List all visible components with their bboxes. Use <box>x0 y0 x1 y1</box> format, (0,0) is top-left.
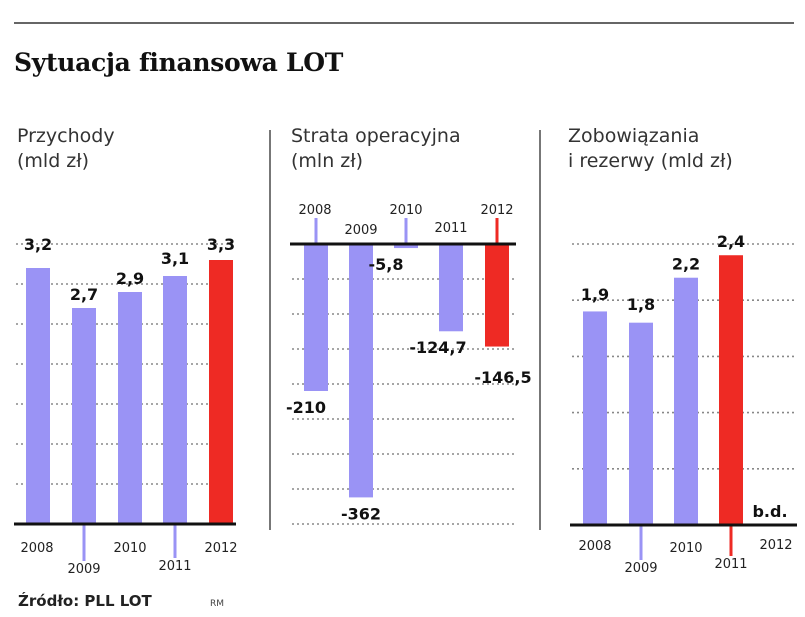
year-label-2010: 2010 <box>669 541 702 556</box>
source-note: Źródło: PLL LOT <box>18 592 152 610</box>
author-credit: RM <box>210 599 225 609</box>
bar-2009 <box>349 244 373 498</box>
year-label-2009: 2009 <box>344 223 377 238</box>
year-label-2010: 2010 <box>389 203 422 218</box>
value-label-2010: 2,9 <box>116 269 144 288</box>
panel-separator <box>539 130 541 530</box>
panel-title-liabilities: Zobowiązania i rezerwy (mld zł) <box>568 124 733 174</box>
panel-title-line: Strata operacyjna <box>291 125 461 147</box>
panel-title-operating-loss: Strata operacyjna (mln zł) <box>291 124 461 174</box>
panel-title-line: (mld zł) <box>17 150 90 172</box>
year-label-2011: 2011 <box>158 559 191 574</box>
bar-2010 <box>118 292 142 524</box>
year-label-2008: 2008 <box>20 541 53 556</box>
value-label-2012: b.d. <box>752 502 787 521</box>
year-label-2009: 2009 <box>624 561 657 576</box>
year-label-2012: 2012 <box>204 541 237 556</box>
value-label-2008: 3,2 <box>24 235 52 254</box>
value-label-2010: -5,8 <box>369 255 404 274</box>
bar-2011 <box>719 255 743 526</box>
value-label-2012: 3,3 <box>207 235 235 254</box>
bar-2008 <box>583 311 607 525</box>
year-label-2012: 2012 <box>480 203 513 218</box>
year-label-2010: 2010 <box>113 541 146 556</box>
bar-2011 <box>163 276 187 524</box>
bar-2009 <box>629 322 653 525</box>
value-label-2011: 2,4 <box>717 232 745 251</box>
panel-title-line: (mln zł) <box>291 150 364 172</box>
panel-separator <box>269 130 271 530</box>
value-label-2009: 2,7 <box>70 285 98 304</box>
year-label-2011: 2011 <box>434 221 467 236</box>
value-label-2010: 2,2 <box>672 255 700 274</box>
value-label-2008: 1,9 <box>581 285 609 304</box>
value-label-2009: 1,8 <box>627 295 655 314</box>
bar-2010 <box>674 277 698 525</box>
year-label-2011: 2011 <box>714 557 747 572</box>
value-label-2012: -146,5 <box>474 368 531 387</box>
value-label-2009: -362 <box>341 504 381 523</box>
bar-2010 <box>394 244 418 249</box>
bar-2011 <box>439 244 463 332</box>
bar-2008 <box>304 244 328 391</box>
top-rule <box>14 22 794 24</box>
value-label-2011: 3,1 <box>161 249 189 268</box>
year-label-2009: 2009 <box>67 562 100 577</box>
panel-title-line: Przychody <box>17 125 115 147</box>
bar-2009 <box>72 308 96 524</box>
value-label-2008: -210 <box>286 398 326 417</box>
year-label-2008: 2008 <box>298 203 331 218</box>
panel-title-line: i rezerwy (mld zł) <box>568 150 733 172</box>
panel-title-revenue: Przychody (mld zł) <box>17 124 115 174</box>
value-label-2011: -124,7 <box>409 338 466 357</box>
panel-title-line: Zobowiązania <box>568 125 700 147</box>
bar-2008 <box>26 268 50 524</box>
year-label-2012: 2012 <box>759 538 792 553</box>
chart-title: Sytuacja finansowa LOT <box>14 48 344 77</box>
bar-2012 <box>485 244 509 347</box>
year-label-2008: 2008 <box>578 539 611 554</box>
bar-2012 <box>209 260 233 524</box>
